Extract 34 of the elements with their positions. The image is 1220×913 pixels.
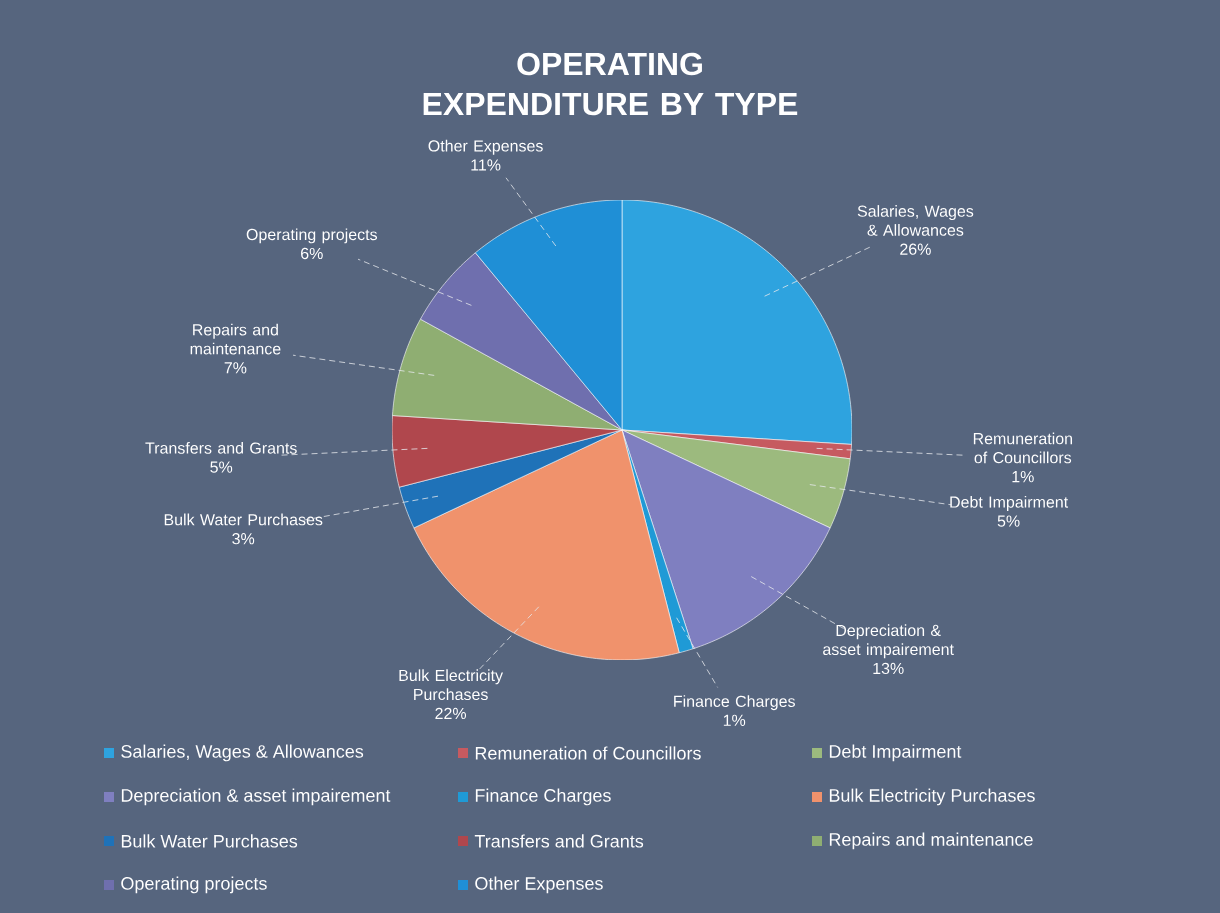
data-label: 22% — [435, 707, 467, 720]
slice-label: Repairs and maintenance — [190, 323, 281, 355]
slice-label: Salaries, Wages & Allowances — [857, 205, 974, 236]
chart-title: OPERATING EXPENDITURE BY TYPE — [423, 52, 798, 116]
legend-label: Debt Impairment — [829, 744, 962, 762]
slice-label: Operating projects — [246, 228, 378, 244]
legend-label: Salaries, Wages & Allowances — [121, 744, 364, 762]
legend-label: Operating projects — [121, 876, 267, 894]
legend-label: Bulk Electricity Purchases — [829, 788, 1035, 806]
data-label: 5% — [210, 461, 233, 473]
data-label: 3% — [232, 533, 255, 545]
data-label: 1% — [1012, 471, 1034, 483]
data-label: 5% — [997, 515, 1020, 527]
slice-label: Finance Charges — [674, 695, 795, 711]
slice-label: Other Expenses — [428, 139, 543, 155]
legend-label: Finance Charges — [475, 788, 611, 806]
legend-label: Transfers and Grants — [474, 834, 644, 848]
legend-label: Depreciation & asset impairement — [121, 788, 391, 806]
slice-label: Depreciation & asset impairement — [823, 624, 954, 659]
slice-label: Transfers and Grants — [145, 442, 297, 454]
data-label: 7% — [224, 362, 247, 374]
slice-label: Remuneration of Councillors — [973, 432, 1073, 464]
data-label: 1% — [723, 714, 746, 726]
slice-label: Bulk Water Purchases — [164, 513, 323, 526]
data-label: 6% — [301, 247, 323, 260]
legend-label: Bulk Water Purchases — [121, 834, 298, 848]
data-label: 26% — [900, 243, 931, 255]
legend-label: Remuneration of Councillors — [475, 746, 701, 760]
legend-label: Repairs and maintenance — [829, 832, 1033, 850]
slice-label: Debt Impairment — [950, 495, 1069, 511]
legend-label: Other Expenses — [475, 876, 603, 894]
slice-label: Bulk Electricity Purchases — [399, 669, 504, 701]
data-label: 13% — [873, 662, 904, 675]
data-label: 11% — [471, 159, 501, 171]
